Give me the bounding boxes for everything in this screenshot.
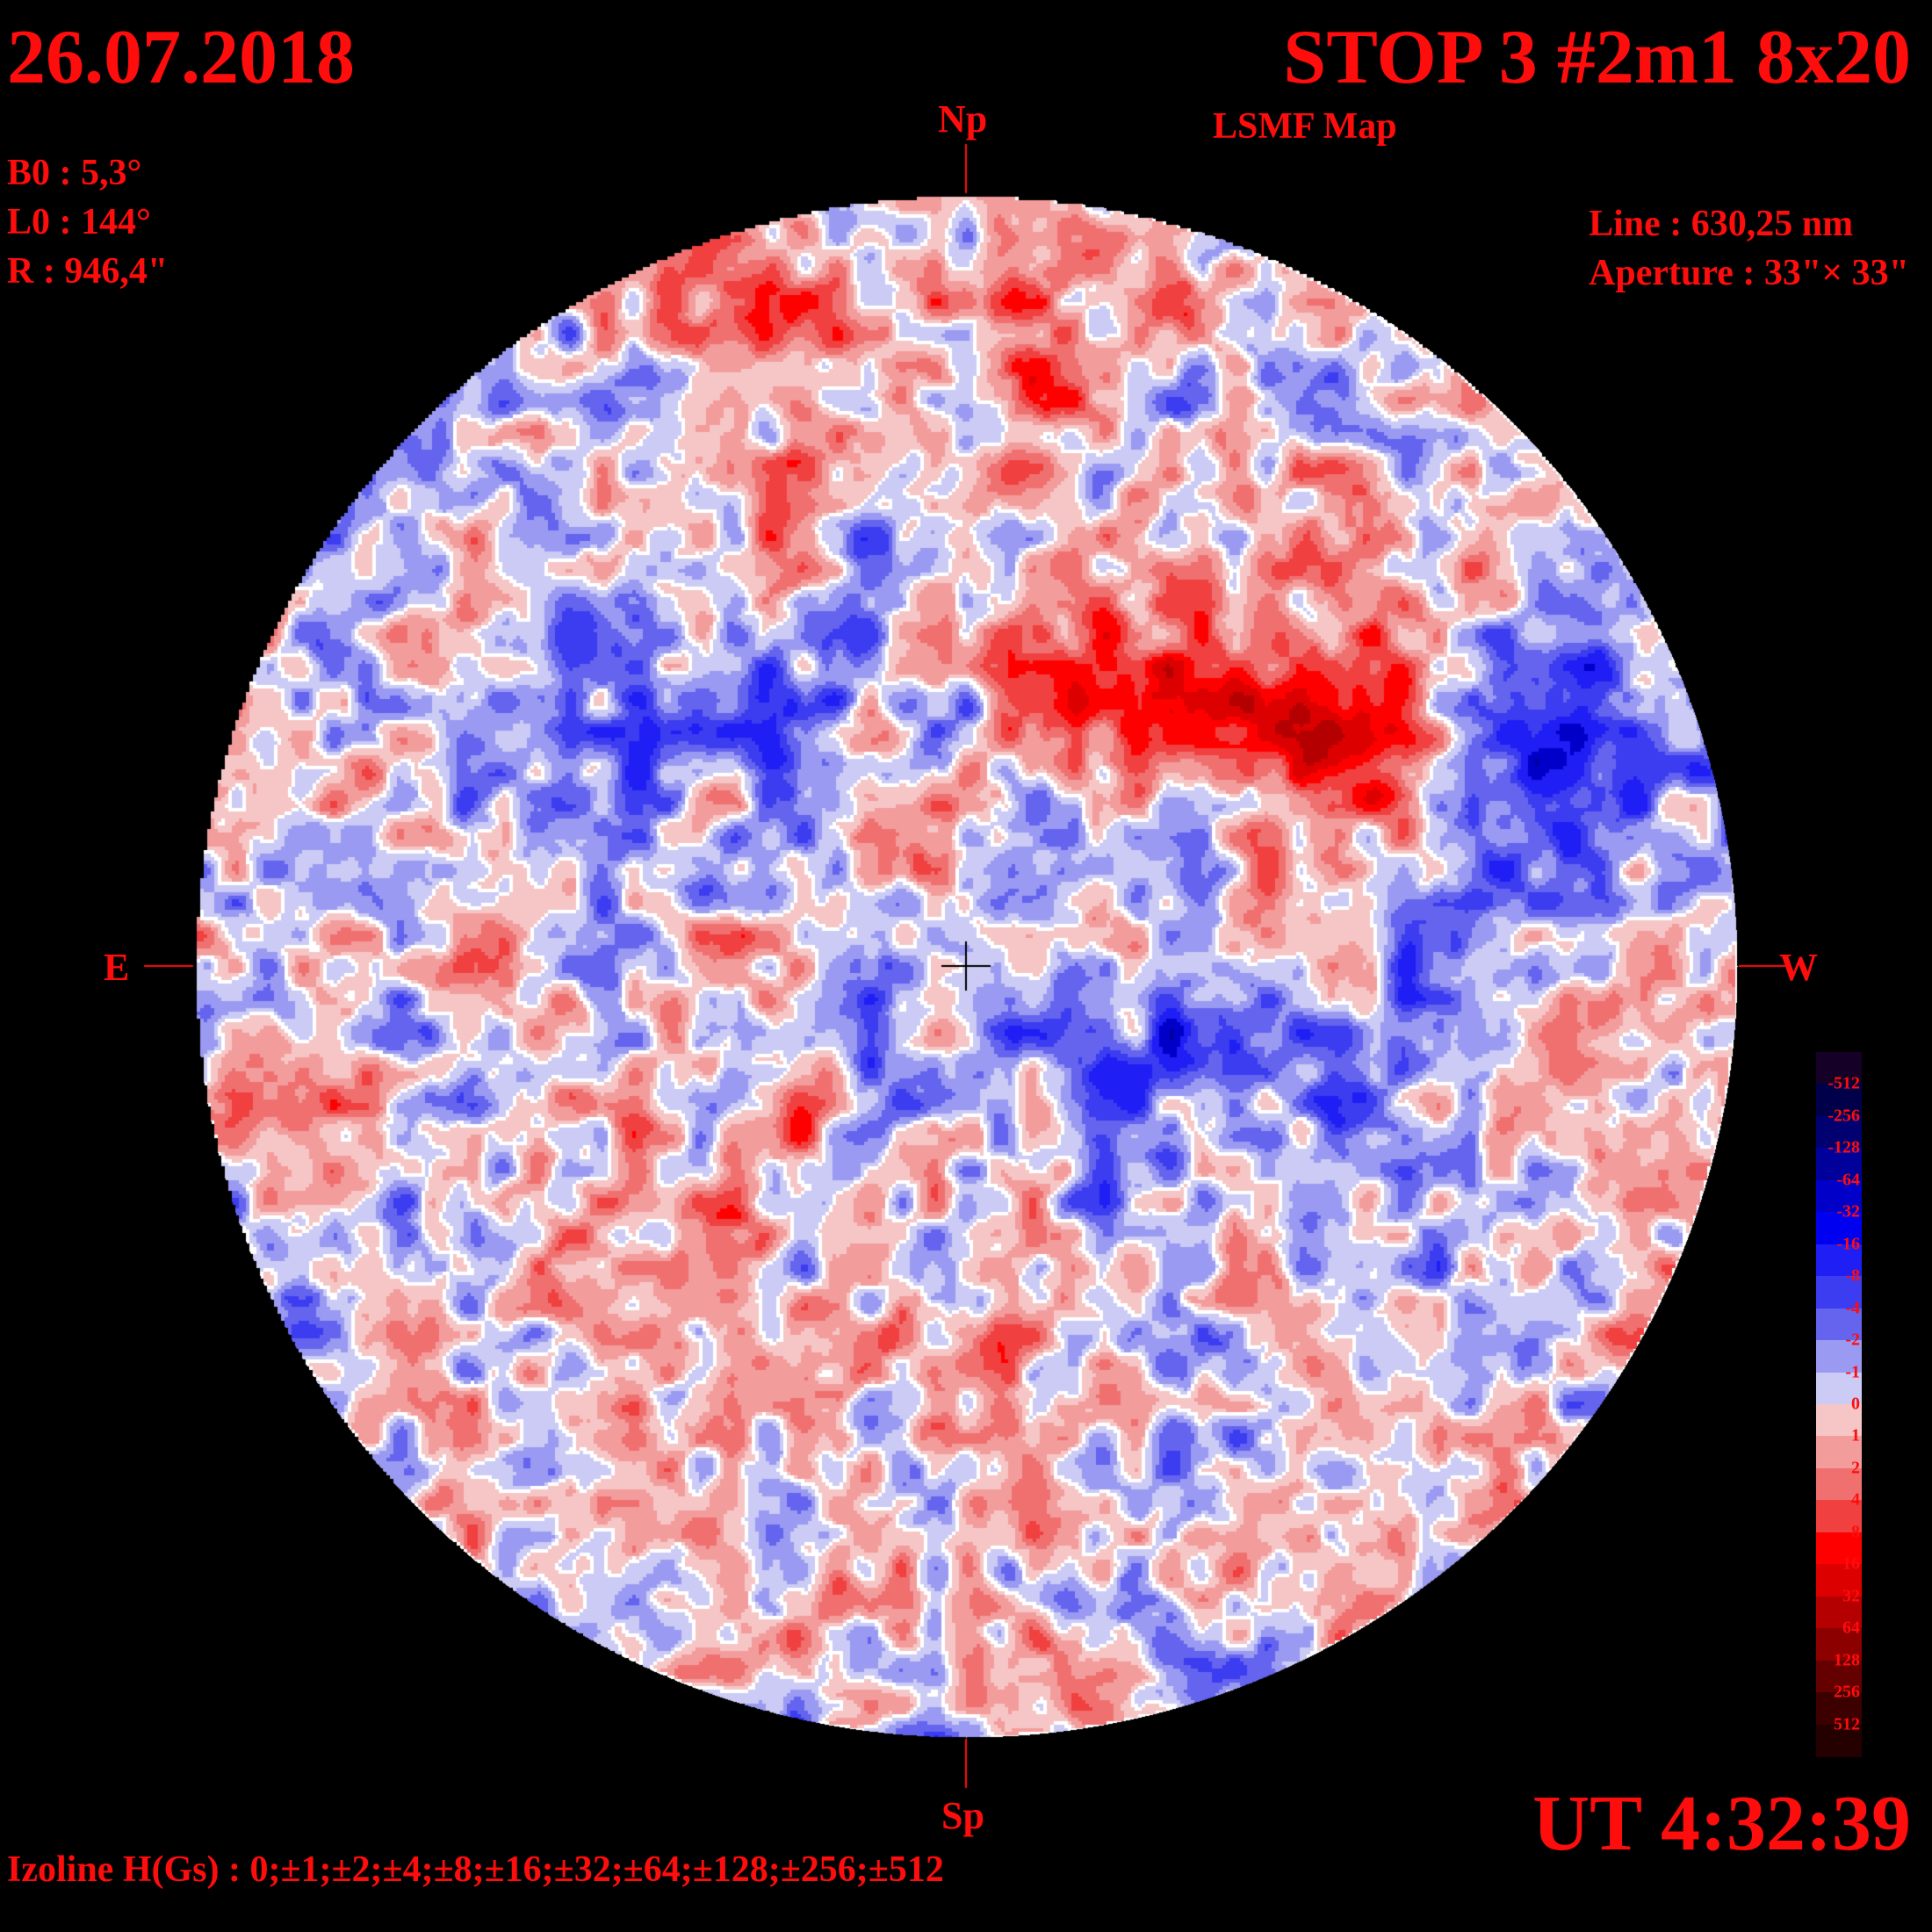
legend-label: -128: [1827, 1137, 1860, 1157]
legend-swatch: [1816, 1052, 1862, 1085]
legend-label: 128: [1834, 1650, 1860, 1670]
stop-title: STOP 3 #2m1 8x20: [1283, 15, 1911, 100]
color-legend: -512 -256 -128 -64 -32 -16 -8 -4 -2 -1 0 1 2 4 8 16 32 64…: [1816, 1052, 1862, 1757]
west-label: W: [1779, 946, 1818, 989]
legend-label: -256: [1827, 1106, 1860, 1126]
legend-label: -32: [1836, 1201, 1860, 1222]
legend-swatch: [1816, 1404, 1862, 1438]
legend-label: -1: [1845, 1362, 1860, 1382]
legend-swatch: [1816, 1244, 1862, 1278]
south-label: Sp: [941, 1794, 984, 1837]
aperture: Aperture : 33"× 33": [1589, 253, 1909, 293]
spectral-line: Line : 630,25 nm: [1589, 204, 1854, 244]
legend-label: -64: [1836, 1170, 1860, 1190]
east-label: E: [104, 946, 130, 989]
legend-swatch: [1816, 1115, 1862, 1150]
universal-time: UT 4:32:39: [1532, 1780, 1911, 1867]
legend-swatch: [1816, 1436, 1862, 1469]
legend-label: 0: [1851, 1394, 1860, 1414]
legend-swatch: [1816, 1596, 1862, 1630]
legend-swatch: [1816, 1724, 1862, 1757]
legend-label: 512: [1834, 1714, 1860, 1734]
isoline-levels: Izoline H(Gs) : 0;±1;±2;±4;±8;±16;±32;±6…: [7, 1849, 944, 1890]
legend-swatch: [1816, 1564, 1862, 1597]
radius-value: R : 946,4": [7, 251, 169, 292]
legend-swatch: [1816, 1692, 1862, 1726]
map-subtitle: LSMF Map: [1213, 106, 1397, 147]
legend-swatch: [1816, 1532, 1862, 1566]
legend-swatch: [1816, 1276, 1862, 1309]
legend-label: -16: [1836, 1234, 1860, 1254]
legend-label: 4: [1851, 1489, 1860, 1510]
legend-swatch: [1816, 1500, 1862, 1533]
legend-swatch: [1816, 1467, 1862, 1502]
legend-label: 64: [1842, 1618, 1860, 1638]
legend-swatch: [1816, 1372, 1862, 1405]
legend-label: 1: [1851, 1425, 1860, 1445]
north-label: Np: [938, 97, 988, 141]
legend-label: -8: [1845, 1265, 1860, 1286]
legend-label: 8: [1851, 1522, 1860, 1542]
legend-label: -4: [1845, 1298, 1860, 1318]
l0-value: L0 : 144°: [7, 202, 151, 242]
legend-swatch: [1816, 1660, 1862, 1694]
legend-label: 256: [1834, 1682, 1860, 1702]
legend-swatch: [1816, 1212, 1862, 1245]
legend-swatch: [1816, 1340, 1862, 1373]
instrument-info: Line : 630,25 nm Aperture : 33"× 33": [1589, 205, 1909, 304]
legend-swatch: [1816, 1628, 1862, 1662]
legend-label: -2: [1845, 1330, 1860, 1350]
legend-label: 16: [1842, 1554, 1860, 1574]
solar-parameters: B0 : 5,3° L0 : 144° R : 946,4": [7, 155, 168, 302]
legend-swatch: [1816, 1308, 1862, 1342]
legend-swatch: [1816, 1148, 1862, 1181]
legend-label: 2: [1851, 1458, 1860, 1478]
legend-swatch: [1816, 1084, 1862, 1117]
legend-label: 32: [1842, 1586, 1860, 1606]
b0-value: B0 : 5,3°: [7, 153, 142, 193]
legend-label: -512: [1827, 1073, 1860, 1093]
observation-date: 26.07.2018: [7, 15, 355, 100]
legend-swatch: [1816, 1179, 1862, 1214]
